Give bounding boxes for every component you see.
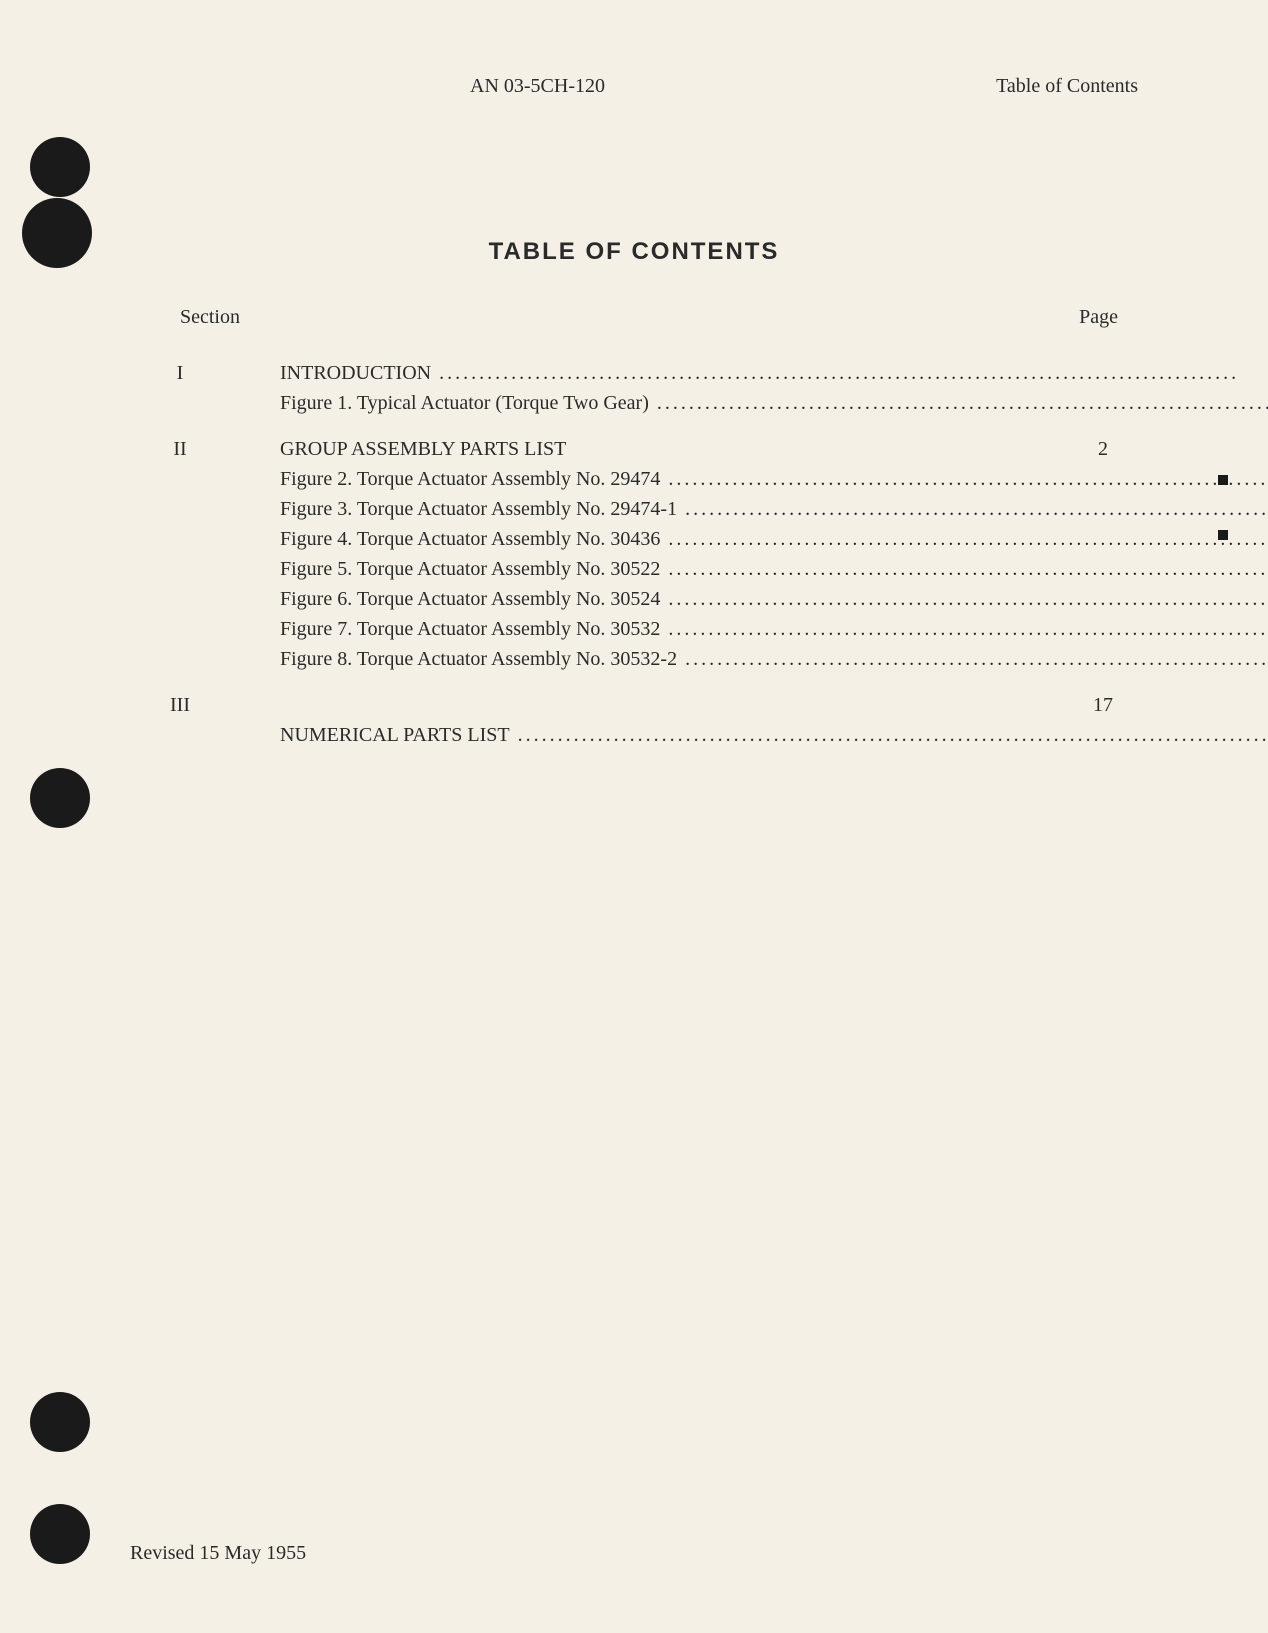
doc-number: AN 03-5CH-120 (470, 75, 605, 98)
toc-row: Figure 5. Torque Actuator Assembly No. 3… (130, 555, 1138, 583)
toc-entry: Figure 6. Torque Actuator Assembly No. 3… (230, 585, 1268, 613)
punch-hole (30, 768, 90, 828)
toc-row: III 17 (130, 691, 1138, 719)
toc-entry: NUMERICAL PARTS LIST....................… (230, 721, 1268, 749)
page-container: AN 03-5CH-120 Table of Contents TABLE OF… (0, 0, 1268, 1633)
punch-hole (22, 198, 92, 268)
toc-leader-dots: ........................................… (660, 585, 1268, 613)
toc-row: NUMERICAL PARTS LIST....................… (130, 721, 1138, 749)
toc-leader-dots: ........................................… (677, 645, 1268, 673)
toc-row: Figure 6. Torque Actuator Assembly No. 3… (130, 585, 1138, 613)
punch-hole (30, 1392, 90, 1452)
toc-body: IINTRODUCTION...........................… (130, 359, 1138, 749)
section-number: III (130, 691, 230, 719)
column-header-section: Section (180, 306, 240, 329)
section-gap (130, 675, 1138, 691)
toc-entry: Figure 2. Torque Actuator Assembly No. 2… (230, 465, 1268, 493)
toc-entry-text: Figure 3. Torque Actuator Assembly No. 2… (280, 495, 677, 523)
change-bar (1218, 475, 1228, 485)
footer-revision: Revised 15 May 1955 (130, 1542, 306, 1565)
page-header: AN 03-5CH-120 Table of Contents (130, 75, 1138, 98)
toc-entry: Figure 4. Torque Actuator Assembly No. 3… (230, 525, 1268, 553)
toc-row: II GROUP ASSEMBLY PARTS LIST 2 (130, 435, 1138, 463)
toc-leader-dots: ........................................… (649, 389, 1268, 417)
toc-leader-dots: ........................................… (677, 495, 1268, 523)
toc-entry-text: Figure 7. Torque Actuator Assembly No. 3… (280, 615, 660, 643)
toc-leader-dots: ........................................… (660, 555, 1268, 583)
toc-entry-text: Figure 1. Typical Actuator (Torque Two G… (280, 389, 649, 417)
toc-entry-text: INTRODUCTION (280, 359, 431, 387)
change-bar (1218, 530, 1228, 540)
toc-row: Figure 3. Torque Actuator Assembly No. 2… (130, 495, 1138, 523)
toc-entry-text: Figure 4. Torque Actuator Assembly No. 3… (280, 525, 660, 553)
toc-entry-text: Figure 5. Torque Actuator Assembly No. 3… (280, 555, 660, 583)
toc-page-number: 17 (1068, 691, 1138, 719)
section-number: I (130, 359, 230, 387)
toc-row: Figure 2. Torque Actuator Assembly No. 2… (130, 465, 1138, 493)
page-title: TABLE OF CONTENTS (130, 238, 1138, 266)
toc-entry-text: Figure 6. Torque Actuator Assembly No. 3… (280, 585, 660, 613)
section-gap (130, 419, 1138, 435)
toc-leader-dots: ........................................… (431, 359, 1239, 387)
toc-entry: INTRODUCTION............................… (230, 359, 1268, 387)
toc-entry: Figure 7. Torque Actuator Assembly No. 3… (230, 615, 1268, 643)
toc-entry: GROUP ASSEMBLY PARTS LIST (230, 435, 1068, 463)
column-header-page: Page (1079, 306, 1118, 329)
toc-entry-text: Figure 8. Torque Actuator Assembly No. 3… (280, 645, 677, 673)
punch-hole (30, 137, 90, 197)
toc-leader-dots: ........................................… (660, 465, 1268, 493)
punch-hole (30, 1504, 90, 1564)
toc-entry-text: NUMERICAL PARTS LIST (280, 721, 510, 749)
toc-row: Figure 1. Typical Actuator (Torque Two G… (130, 389, 1138, 417)
toc-leader-dots: ........................................… (510, 721, 1268, 749)
section-number: II (130, 435, 230, 463)
toc-entry-text: Figure 2. Torque Actuator Assembly No. 2… (280, 465, 660, 493)
toc-leader-dots: ........................................… (660, 615, 1268, 643)
header-right-label: Table of Contents (996, 75, 1138, 98)
toc-entry: Figure 1. Typical Actuator (Torque Two G… (230, 389, 1268, 417)
toc-row: Figure 7. Torque Actuator Assembly No. 3… (130, 615, 1138, 643)
toc-leader-dots: ........................................… (660, 525, 1268, 553)
toc-row: IINTRODUCTION...........................… (130, 359, 1138, 387)
toc-entry-text: GROUP ASSEMBLY PARTS LIST (280, 435, 566, 463)
toc-row: Figure 4. Torque Actuator Assembly No. 3… (130, 525, 1138, 553)
toc-row: Figure 8. Torque Actuator Assembly No. 3… (130, 645, 1138, 673)
toc-entry: Figure 3. Torque Actuator Assembly No. 2… (230, 495, 1268, 523)
toc-entry: Figure 8. Torque Actuator Assembly No. 3… (230, 645, 1268, 673)
toc-page-number: 2 (1068, 435, 1138, 463)
toc-column-headers: Section Page (130, 306, 1138, 329)
toc-entry: Figure 5. Torque Actuator Assembly No. 3… (230, 555, 1268, 583)
